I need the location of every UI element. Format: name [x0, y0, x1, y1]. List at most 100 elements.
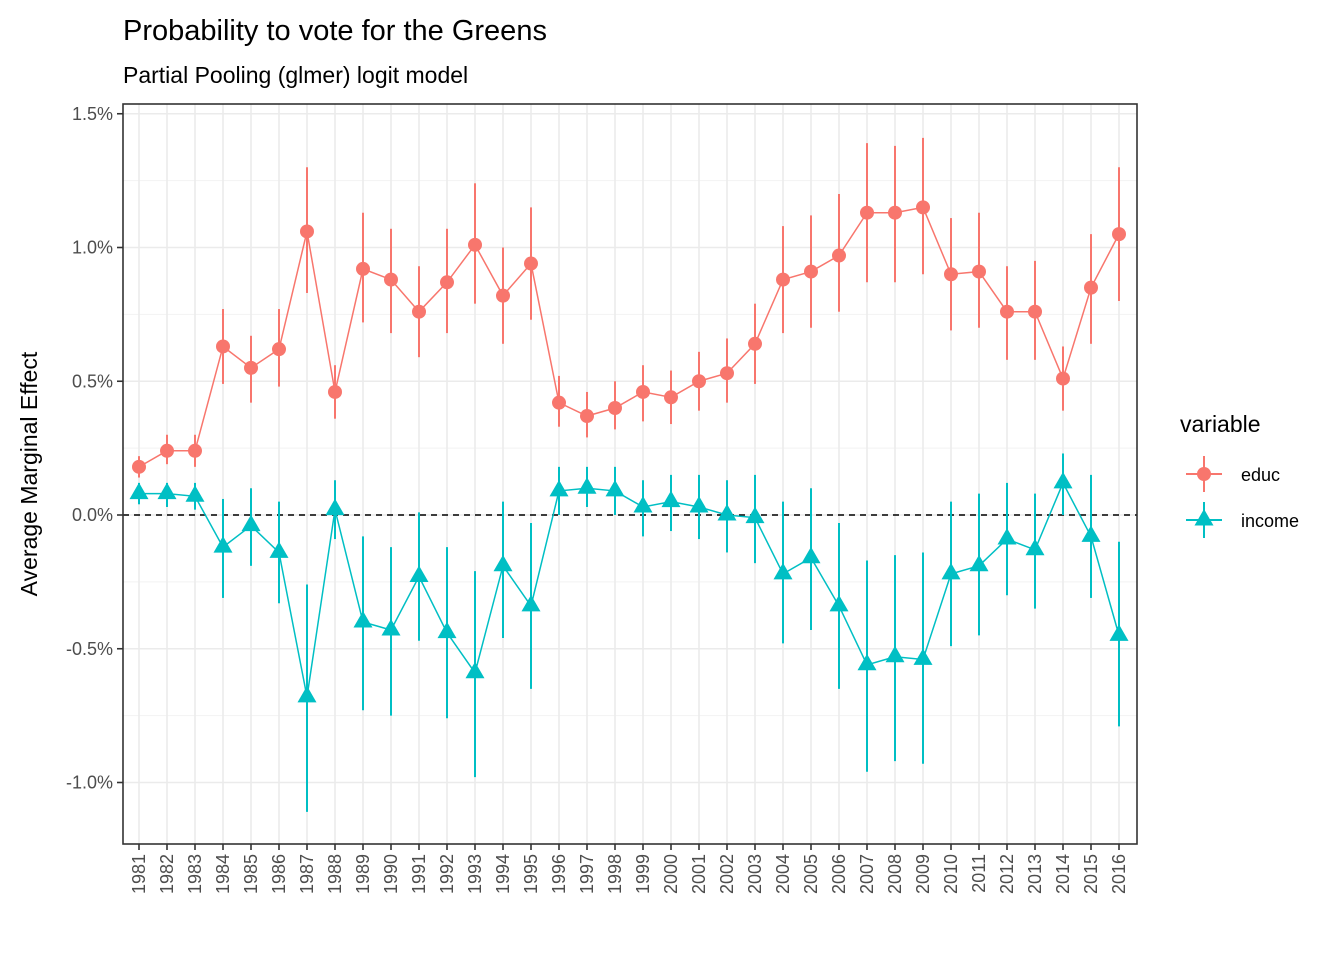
x-tick-label: 1984 — [213, 854, 233, 894]
x-tick-label: 2012 — [997, 854, 1017, 894]
educ-point — [720, 366, 734, 381]
educ-point — [300, 224, 314, 239]
income-point — [493, 554, 513, 572]
x-tick-label: 1993 — [465, 854, 485, 894]
income-point — [325, 498, 345, 516]
x-tick-label: 1994 — [493, 854, 513, 894]
series-educ — [132, 137, 1126, 478]
income-point — [1081, 525, 1101, 542]
chart-subtitle: Partial Pooling (glmer) logit model — [123, 62, 468, 88]
x-tick-label: 2009 — [913, 854, 933, 894]
income-point — [409, 565, 429, 583]
income-point — [689, 496, 709, 513]
educ-point — [160, 443, 174, 458]
x-tick-label: 2015 — [1081, 854, 1101, 894]
income-point — [1025, 538, 1045, 556]
educ-point — [356, 261, 370, 276]
x-tick-label: 2014 — [1053, 854, 1073, 894]
income-point — [269, 541, 289, 558]
legend-label: educ — [1241, 465, 1280, 485]
income-point — [185, 485, 205, 502]
educ-point — [1112, 227, 1126, 242]
income-point — [1053, 471, 1073, 489]
x-axis: 1981 1982 1983 1984 1985 1986 1987 1988 1989 1990… — [129, 844, 1129, 894]
income-point — [577, 477, 597, 494]
income-point — [605, 479, 625, 497]
x-tick-label: 1982 — [157, 854, 177, 894]
income-point — [857, 653, 877, 671]
educ-point — [496, 288, 510, 303]
y-axis-title: Average Marginal Effect — [16, 351, 42, 596]
x-tick-label: 2001 — [689, 854, 709, 894]
x-tick-label: 1991 — [409, 854, 429, 894]
income-point — [353, 611, 373, 628]
x-tick-label: 1992 — [437, 854, 457, 894]
legend-title: variable — [1180, 411, 1261, 437]
x-tick-label: 2011 — [969, 854, 989, 893]
income-point — [549, 479, 569, 497]
x-tick-label: 1989 — [353, 854, 373, 894]
income-point — [157, 482, 177, 500]
educ-point — [888, 205, 902, 220]
x-tick-label: 1985 — [241, 854, 261, 894]
educ-point — [1028, 304, 1042, 319]
y-tick-label: -0.5% — [66, 639, 113, 659]
panel-border — [122, 103, 1138, 845]
income-point — [437, 621, 457, 639]
income-point — [773, 562, 793, 580]
x-tick-label: 2006 — [829, 854, 849, 894]
income-point — [969, 554, 989, 572]
educ-point — [188, 443, 202, 458]
x-tick-label: 2005 — [801, 854, 821, 894]
educ-point — [440, 275, 454, 290]
x-tick-label: 2002 — [717, 854, 737, 894]
x-tick-label: 1998 — [605, 854, 625, 894]
series-layer — [129, 137, 1129, 812]
educ-point — [216, 339, 230, 354]
educ-point — [328, 384, 342, 399]
income-point — [213, 536, 233, 553]
minor-gridlines-y — [123, 180, 1137, 717]
x-tick-label: 2013 — [1025, 854, 1045, 894]
educ-point — [384, 272, 398, 287]
educ-point — [776, 272, 790, 287]
educ-point — [1000, 304, 1014, 319]
educ-point — [692, 374, 706, 389]
income-point — [381, 619, 401, 636]
educ-point — [636, 384, 650, 399]
x-tick-label: 1986 — [269, 854, 289, 894]
x-tick-label: 1990 — [381, 854, 401, 894]
x-tick-label: 2000 — [661, 854, 681, 894]
x-tick-label: 2003 — [745, 854, 765, 894]
educ-point — [244, 360, 258, 375]
x-tick-label: 2007 — [857, 854, 877, 894]
income-point — [745, 506, 765, 524]
educ-point — [412, 304, 426, 319]
x-tick-label: 1983 — [185, 854, 205, 894]
income-point — [465, 661, 485, 679]
x-tick-label: 2004 — [773, 854, 793, 894]
y-tick-label: 1.5% — [72, 104, 113, 124]
educ-point — [580, 409, 594, 424]
x-tick-label: 1996 — [549, 854, 569, 894]
legend-item-educ: educ — [1186, 456, 1280, 492]
income-point — [661, 490, 681, 508]
educ-point — [916, 200, 930, 215]
income-point — [997, 528, 1017, 545]
educ-point — [1056, 371, 1070, 386]
x-tick-label: 1988 — [325, 854, 345, 894]
income-point — [129, 482, 149, 500]
educ-point — [1084, 280, 1098, 295]
x-tick-label: 1997 — [577, 854, 597, 894]
income-point — [885, 645, 905, 663]
educ-point — [132, 459, 146, 474]
x-tick-label: 1995 — [521, 854, 541, 894]
x-tick-label: 1999 — [633, 854, 653, 894]
educ-point — [552, 395, 566, 410]
x-tick-label: 2010 — [941, 854, 961, 894]
educ-point — [804, 264, 818, 279]
educ-point — [972, 264, 986, 279]
income-point — [717, 504, 737, 521]
y-tick-label: 0.5% — [72, 371, 113, 391]
